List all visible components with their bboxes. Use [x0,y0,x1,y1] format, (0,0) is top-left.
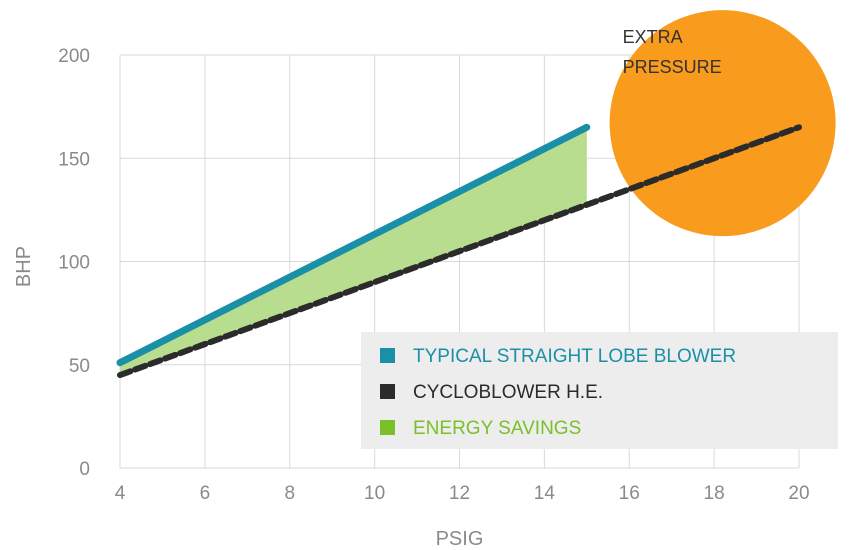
y-tick-label: 0 [79,459,90,480]
x-tick-label: 16 [619,483,640,504]
y-tick-label: 50 [69,356,90,377]
annotation-line-2: PRESSURE [623,57,722,77]
dashed-series-group [117,124,802,379]
x-tick-label: 20 [788,483,809,504]
x-tick-label: 4 [115,483,126,504]
series-line-cycloblower [117,124,802,379]
legend-label-energy-savings: ENERGY SAVINGS [413,418,581,439]
x-tick-label: 10 [364,483,385,504]
x-tick-label: 18 [704,483,725,504]
legend: TYPICAL STRAIGHT LOBE BLOWER CYCLOBLOWER… [361,332,838,449]
x-tick-label: 8 [284,483,295,504]
extra-pressure-circle [609,10,836,237]
x-axis-title: PSIG [436,528,484,550]
x-tick-label: 6 [200,483,211,504]
annotation-line-1: EXTRA [623,27,683,47]
y-tick-label: 100 [58,253,90,274]
x-tick-label: 14 [534,483,556,504]
extra-pressure-annotation: EXTRA PRESSURE [609,10,836,237]
y-tick-label: 150 [58,149,90,170]
y-tick-label: 200 [58,46,90,67]
legend-label-cycloblower: CYCLOBLOWER H.E. [413,382,603,403]
legend-background [361,332,838,449]
x-tick-label: 12 [449,483,470,504]
legend-swatch-energy-savings [380,420,395,435]
legend-swatch-cycloblower [380,384,395,399]
y-axis-title: BHP [13,246,35,287]
series-lines-group [116,123,591,367]
legend-label-typical-blower: TYPICAL STRAIGHT LOBE BLOWER [413,346,736,367]
series-line-typical-blower [116,123,591,367]
legend-swatch-typical-blower [380,348,395,363]
